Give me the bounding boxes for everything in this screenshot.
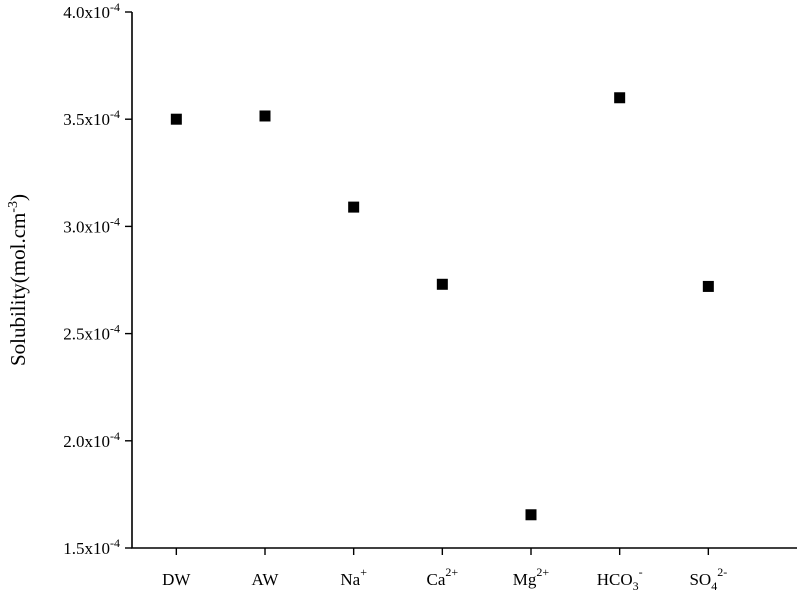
y-tick-label-exponent: -4 (110, 0, 120, 14)
y-axis-label-base: Solubility(mol.cm (6, 213, 30, 366)
x-tick-label-text: HCO (597, 570, 633, 589)
x-tick-label-superscript: 2+ (445, 565, 458, 579)
x-tick-label-5: HCO3- (597, 565, 643, 593)
y-tick-label-base: 4.0x10 (63, 3, 110, 22)
data-point-6 (702, 280, 714, 292)
x-tick-label-text: Mg (513, 570, 537, 589)
x-tick-label-superscript: 2- (717, 565, 727, 579)
data-point-5 (614, 92, 626, 104)
y-tick-label-5: 4.0x10-4 (63, 0, 120, 22)
y-tick-label-1: 2.0x10-4 (63, 429, 120, 451)
y-axis-ticks: 1.5x10-42.0x10-42.5x10-43.0x10-43.5x10-4… (63, 0, 132, 558)
plot-frame-left-bottom (131, 12, 797, 549)
y-tick-label-4: 3.5x10-4 (63, 107, 120, 129)
y-tick-label-base: 2.0x10 (63, 432, 110, 451)
y-tick-label-exponent: -4 (110, 322, 120, 336)
x-tick-label-text: Ca (426, 570, 445, 589)
data-point-0 (170, 113, 182, 125)
x-axis-ticks: DW AW Na+ Ca2+ Mg2+ HCO3- SO42- (162, 548, 727, 593)
axes (131, 12, 797, 549)
x-tick-label-superscript: 2+ (536, 565, 549, 579)
data-point-2 (348, 201, 360, 213)
data-point-4 (525, 509, 537, 521)
y-axis-label: Solubility(mol.cm-3) (6, 194, 30, 366)
y-tick-label-base: 3.0x10 (63, 217, 110, 236)
y-tick-label-base: 3.5x10 (63, 110, 110, 129)
x-tick-label-6: SO42- (689, 565, 727, 593)
x-tick-label-0: DW (162, 570, 191, 589)
y-tick-label-base: 2.5x10 (63, 325, 110, 344)
x-tick-label-superscript: - (639, 565, 643, 579)
x-tick-label-superscript: + (360, 565, 367, 579)
y-axis-label-superscript: -3 (6, 201, 21, 213)
x-tick-label-text: SO (689, 570, 711, 589)
y-tick-label-exponent: -4 (110, 107, 120, 121)
x-tick-label-text: DW (162, 570, 191, 589)
y-tick-label-3: 3.0x10-4 (63, 214, 120, 236)
x-tick-label-text: AW (252, 570, 280, 589)
data-point-3 (436, 278, 448, 290)
x-tick-label-subscript: 4 (711, 579, 717, 593)
x-tick-label-subscript: 3 (633, 579, 639, 593)
data-points (170, 92, 714, 521)
y-tick-label-2: 2.5x10-4 (63, 322, 120, 344)
x-tick-label-3: Ca2+ (426, 565, 458, 589)
x-tick-label-text: Na (340, 570, 360, 589)
y-axis-label-tail: ) (6, 194, 30, 201)
y-tick-label-base: 1.5x10 (63, 539, 110, 558)
x-tick-label-4: Mg2+ (513, 565, 550, 589)
y-tick-label-0: 1.5x10-4 (63, 536, 120, 558)
y-tick-label-exponent: -4 (110, 536, 120, 550)
data-point-1 (259, 110, 271, 122)
x-tick-label-2: Na+ (340, 565, 367, 589)
x-tick-label-1: AW (252, 570, 280, 589)
y-tick-label-exponent: -4 (110, 214, 120, 228)
y-tick-label-exponent: -4 (110, 429, 120, 443)
